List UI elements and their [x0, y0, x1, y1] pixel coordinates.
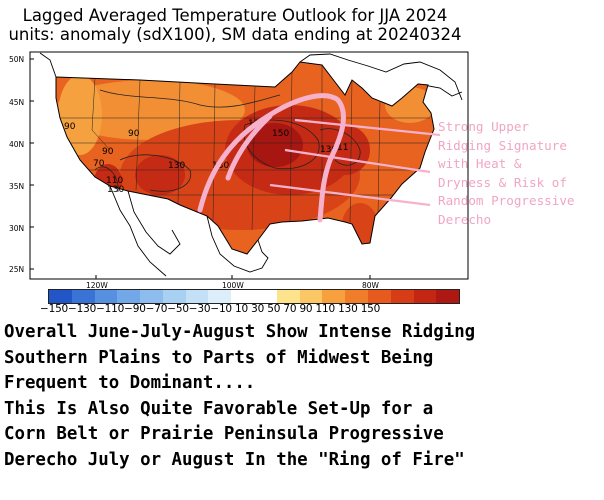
annotation-pointers	[269, 118, 441, 207]
pointer-line	[294, 118, 441, 137]
lon-label: 100W	[222, 281, 244, 290]
legend-swatch	[345, 290, 368, 303]
lat-labels: 50N 45N 40N 35N 30N 25N	[9, 55, 24, 274]
caption-line: This Is Also Quite Favorable Set-Up for …	[4, 398, 434, 419]
legend-swatch	[208, 290, 232, 303]
contour-label: 11	[337, 143, 348, 153]
legend-swatch	[276, 290, 300, 303]
pointer-line	[269, 183, 431, 207]
neighbor-outlines	[39, 52, 463, 277]
lat-label: 35N	[9, 182, 24, 191]
annotation-line: with Heat &	[438, 156, 522, 172]
legend-swatch	[140, 290, 163, 303]
annotation-line: Derecho	[438, 211, 492, 227]
ring-of-fire	[197, 93, 346, 223]
legend-swatch	[390, 290, 414, 303]
legend-swatch	[117, 290, 141, 303]
annotation-line: Ridging Signature	[438, 137, 567, 153]
annotation-line: Dryness & Risk of	[438, 174, 567, 190]
legend-swatch	[254, 290, 277, 303]
legend-swatch	[231, 290, 255, 303]
contour-label: 110	[106, 176, 123, 186]
legend-swatch	[413, 290, 437, 303]
caption: Overall June-July-August Show Intense Ri…	[4, 320, 604, 474]
pointer-line	[284, 148, 431, 174]
legend-labels: −150−130−110−90−70−50−30−10 10 30 50 70 …	[40, 303, 381, 315]
legend-swatch	[162, 290, 186, 303]
color-legend	[48, 289, 460, 304]
lon-labels: 120W 100W 80W	[86, 281, 380, 290]
annotation-line: Random Progressive	[438, 193, 575, 209]
caption-line: Southern Plains to Parts of Midwest Bein…	[4, 347, 434, 368]
legend-swatch	[367, 290, 391, 303]
ring-arc	[197, 93, 346, 223]
map-subtitle: units: anomaly (sdX100), SM data ending …	[8, 25, 462, 44]
legend-swatch	[49, 290, 72, 303]
legend-swatch	[185, 290, 209, 303]
caption-line: Overall June-July-August Show Intense Ri…	[4, 322, 476, 342]
annotation-line: Strong Upper	[438, 119, 529, 134]
contour-label: 130	[107, 185, 124, 195]
legend-swatch	[299, 290, 323, 303]
tick-marks	[30, 58, 371, 279]
contour-label: 70	[93, 159, 105, 169]
lat-label: 30N	[9, 224, 24, 233]
lon-label: 120W	[86, 281, 108, 290]
contour-label: 90	[102, 147, 114, 157]
lat-label: 45N	[9, 98, 24, 107]
contour-label: 130	[212, 161, 229, 171]
caption-line: Frequent to Dominant....	[4, 373, 256, 394]
legend-swatch	[436, 290, 460, 303]
legend-swatch	[94, 290, 118, 303]
contour-label: 130	[168, 161, 185, 171]
map-title: Lagged Averaged Temperature Outlook for …	[22, 6, 448, 25]
contour-label: 90	[128, 129, 140, 139]
ring-inner-arc	[225, 113, 273, 181]
contour-lines	[94, 89, 361, 193]
contour-label: 150	[272, 129, 289, 139]
caption-line: Derecho July or August In the "Ring of F…	[4, 449, 465, 470]
lat-label: 25N	[9, 265, 24, 274]
contour-labels: 90 90 90 70 110 130 130 130 150 130 130 …	[64, 119, 348, 195]
lon-label: 80W	[362, 281, 380, 290]
outlook-map: 90 90 90 70 110 130 130 130 150 130 130 …	[9, 51, 469, 290]
legend-swatch	[322, 290, 346, 303]
ridging-annotation: Strong Upper Ridging Signature with Heat…	[438, 118, 604, 230]
lat-label: 40N	[9, 140, 24, 149]
legend-swatch	[71, 290, 95, 303]
contour-label: 130	[320, 145, 337, 155]
lat-label: 50N	[9, 55, 24, 64]
contour-label: 90	[64, 122, 76, 132]
caption-line: Corn Belt or Prairie Peninsula Progressi…	[4, 424, 444, 445]
